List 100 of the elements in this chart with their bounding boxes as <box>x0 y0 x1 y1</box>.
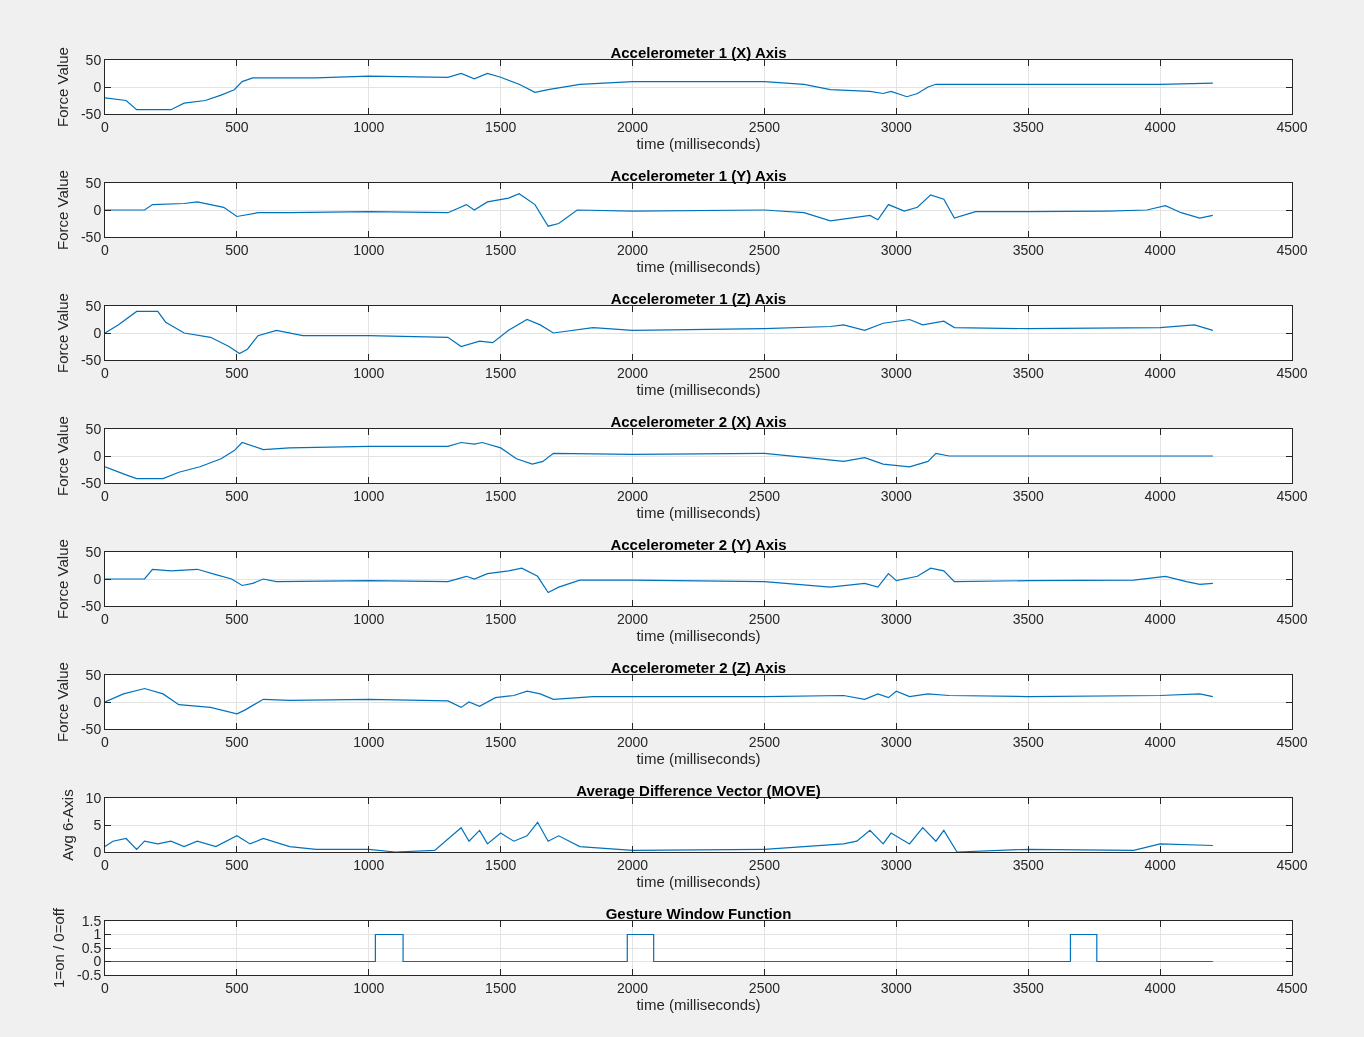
x-tick-label: 4500 <box>1276 610 1308 627</box>
x-tick-label: 3500 <box>1012 733 1044 750</box>
x-tick-label: 3500 <box>1012 979 1044 996</box>
x-tick-label: 1500 <box>485 364 517 381</box>
x-tick-label: 1500 <box>485 118 517 135</box>
x-tick-label: 1500 <box>485 733 517 750</box>
x-tick-label: 2000 <box>616 979 649 996</box>
x-axis-title: time (milliseconds) <box>636 134 761 152</box>
x-tick-label: 1000 <box>353 979 385 996</box>
x-tick-label: 4500 <box>1276 856 1308 873</box>
y-tick-label: -50 <box>80 720 102 737</box>
x-tick-label: 4500 <box>1276 979 1308 996</box>
line-series <box>105 821 1214 852</box>
x-tick-label: 4500 <box>1276 241 1308 258</box>
x-tick-label: 2000 <box>616 487 649 504</box>
x-tick-label: 3500 <box>1012 610 1044 627</box>
x-tick-label: 4000 <box>1144 487 1176 504</box>
x-tick-label: 1500 <box>485 979 517 996</box>
y-tick-label: 50 <box>85 666 102 683</box>
chart-title: Accelerometer 2 (Z) Axis <box>610 659 787 676</box>
x-tick-label: 4500 <box>1276 364 1308 381</box>
x-tick-label: 4000 <box>1144 241 1176 258</box>
x-tick-label: 4000 <box>1144 364 1176 381</box>
chart-title: Average Difference Vector (MOVE) <box>576 782 821 799</box>
x-axis-title: time (milliseconds) <box>636 872 761 890</box>
x-tick-label: 4000 <box>1144 733 1176 750</box>
line-series <box>105 441 1214 480</box>
chart-title: Accelerometer 1 (Y) Axis <box>610 167 787 184</box>
x-tick-label: 2500 <box>748 364 781 381</box>
y-axis-title: Avg 6-Axis <box>58 789 76 861</box>
y-tick-label: 50 <box>85 543 102 560</box>
x-tick-label: 3500 <box>1012 487 1044 504</box>
chart-title: Accelerometer 2 (Y) Axis <box>610 536 787 553</box>
x-tick-label: 500 <box>225 487 249 504</box>
x-tick-label: 3500 <box>1012 856 1044 873</box>
x-axis-title: time (milliseconds) <box>636 995 761 1013</box>
x-tick-label: 2500 <box>748 610 781 627</box>
y-axis-title: Force Value <box>54 662 72 742</box>
x-tick-label: 2500 <box>748 487 781 504</box>
x-tick-label: 1000 <box>353 856 385 873</box>
y-tick-label: 50 <box>85 420 102 437</box>
y-tick-label: 5 <box>93 816 102 833</box>
y-axis-title: 1=on / 0=off <box>50 907 68 988</box>
x-axis-title: time (milliseconds) <box>636 380 761 398</box>
x-tick-label: 2500 <box>748 241 781 258</box>
y-tick-label: -50 <box>80 105 102 122</box>
y-tick-label: 50 <box>85 297 102 314</box>
x-axis-title: time (milliseconds) <box>636 503 761 521</box>
x-tick-label: 2000 <box>616 364 649 381</box>
x-tick-label: 1500 <box>485 610 517 627</box>
x-tick-label: 2500 <box>748 733 781 750</box>
y-tick-label: 50 <box>85 51 102 68</box>
y-tick-label: -50 <box>80 474 102 491</box>
x-tick-label: 500 <box>225 856 249 873</box>
y-axis-title: Force Value <box>54 416 72 496</box>
x-axis-title: time (milliseconds) <box>636 257 761 275</box>
x-tick-label: 3000 <box>880 487 913 504</box>
x-tick-label: 2500 <box>748 856 781 873</box>
line-series <box>105 310 1214 355</box>
x-tick-label: 500 <box>225 364 249 381</box>
y-axis-title: Force Value <box>54 170 72 250</box>
x-tick-label: 2000 <box>616 610 649 627</box>
x-tick-label: 3000 <box>880 610 913 627</box>
x-tick-label: 3000 <box>880 364 913 381</box>
x-tick-label: 500 <box>225 733 249 750</box>
y-tick-label: 1.5 <box>81 912 102 929</box>
x-tick-label: 4000 <box>1144 979 1176 996</box>
x-axis-title: time (milliseconds) <box>636 749 761 767</box>
y-tick-label: 0 <box>93 201 102 218</box>
x-tick-label: 1500 <box>485 487 517 504</box>
y-tick-label: 0 <box>93 693 102 710</box>
y-tick-label: 0 <box>93 570 102 587</box>
y-tick-label: 0 <box>93 78 102 95</box>
y-axis-title: Force Value <box>54 539 72 619</box>
x-tick-label: 4500 <box>1276 118 1308 135</box>
x-tick-label: 3500 <box>1012 241 1044 258</box>
x-tick-label: 2000 <box>616 856 649 873</box>
x-tick-label: 3000 <box>880 241 913 258</box>
y-tick-label: 0 <box>93 447 102 464</box>
line-series <box>105 687 1214 715</box>
x-tick-label: 3000 <box>880 118 913 135</box>
x-tick-label: 3500 <box>1012 364 1044 381</box>
x-tick-label: 1000 <box>353 610 385 627</box>
x-tick-label: 1000 <box>353 733 385 750</box>
y-tick-label: -50 <box>80 597 102 614</box>
x-tick-label: 1500 <box>485 856 517 873</box>
x-tick-label: 3000 <box>880 979 913 996</box>
x-tick-label: 2000 <box>616 733 649 750</box>
x-tick-label: 1000 <box>353 364 385 381</box>
x-tick-label: 500 <box>225 118 249 135</box>
y-tick-label: 0 <box>93 324 102 341</box>
x-tick-label: 500 <box>225 610 249 627</box>
x-axis-title: time (milliseconds) <box>636 626 761 644</box>
y-axis-title: Force Value <box>54 293 72 373</box>
x-tick-label: 3000 <box>880 856 913 873</box>
x-tick-label: 2000 <box>616 241 649 258</box>
x-tick-label: 1000 <box>353 118 385 135</box>
x-tick-label: 4000 <box>1144 118 1176 135</box>
y-tick-label: 50 <box>85 174 102 191</box>
x-tick-label: 500 <box>225 979 249 996</box>
